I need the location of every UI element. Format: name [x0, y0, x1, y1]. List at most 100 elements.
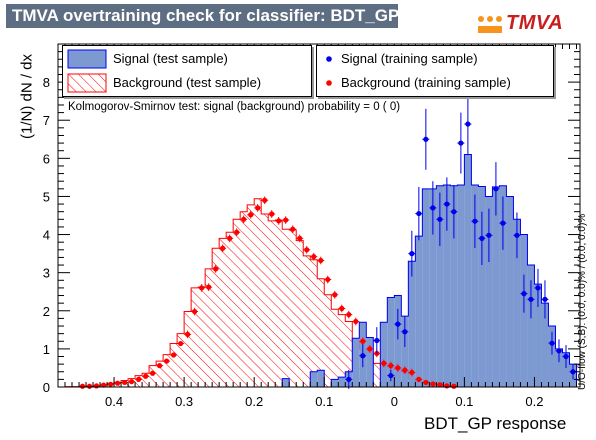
signal-test-bin-30: [506, 196, 514, 387]
signal-test-bin-23: [457, 185, 465, 387]
legend-marker-background-training: [326, 80, 332, 86]
signal-training-point-0: [345, 369, 353, 389]
signal-test-bin-27: [485, 196, 493, 387]
signal-training-point-13: [457, 112, 465, 174]
logo-text: TMVA: [506, 12, 564, 34]
background-training-point-33: [310, 252, 318, 261]
background-test-bin-19: [198, 287, 206, 387]
signal-training-point-21: [520, 274, 528, 313]
background-test-bin-18: [191, 287, 199, 387]
signal-test-bin-29: [499, 185, 507, 387]
background-training-point-4: [107, 381, 115, 387]
signal-training-point-14: [464, 93, 472, 155]
background-training-point-28: [275, 217, 283, 225]
signal-training-point-4: [394, 308, 402, 340]
signal-test-bin-3: [317, 370, 325, 387]
background-training-point-5: [114, 380, 122, 386]
background-training-point-53: [450, 383, 458, 389]
legend-label-background-test: Background (test sample): [113, 75, 262, 90]
signal-training-point-12: [450, 185, 458, 239]
signal-test-bin-5: [331, 379, 339, 387]
signal-test-bin-19: [429, 188, 437, 387]
x-tick-label: 0: [391, 394, 398, 409]
background-training-point-1: [86, 383, 94, 389]
signal-test-bin-24: [464, 154, 472, 387]
signal-test-bin-17: [415, 236, 423, 387]
signal-training-point-16: [478, 211, 486, 266]
background-training-point-18: [205, 283, 213, 291]
background-training-point-10: [149, 370, 157, 376]
signal-test-bin-15: [401, 316, 409, 387]
legend-label-signal-test: Signal (test sample): [113, 51, 228, 66]
signal-training-point-5: [401, 316, 409, 347]
signal-test-bin-2: [310, 371, 318, 387]
signal-training-point-26: [555, 339, 563, 363]
signal-training-point-9: [429, 181, 437, 235]
x-tick-label: 0.1: [315, 394, 333, 409]
background-training-point-35: [324, 275, 332, 284]
background-test-bin-25: [240, 211, 248, 387]
y-tick-label: 4: [43, 228, 50, 243]
background-test-bin-26: [247, 204, 255, 387]
background-training-point-17: [198, 284, 206, 292]
signal-training-point-1: [359, 344, 367, 368]
signal-training-point-7: [415, 186, 423, 241]
signal-test-bin-18: [422, 188, 430, 387]
y-tick-label: 1: [43, 342, 50, 357]
background-test-bin-39: [338, 314, 346, 387]
signal-test-bin-12: [380, 322, 388, 387]
signal-test-bin-28: [492, 186, 500, 387]
background-test-bin-14: [163, 354, 171, 387]
background-training-point-16: [191, 307, 199, 316]
legend-swatch-signal-test: [67, 49, 107, 69]
signal-training-point-25: [548, 331, 556, 355]
background-training-point-34: [317, 256, 325, 265]
background-training-point-38: [345, 310, 353, 319]
background-training-point-3: [100, 382, 108, 388]
background-training-point-23: [240, 215, 248, 224]
background-test-bin-31: [282, 229, 290, 387]
signal-test-bin-8: [352, 338, 360, 387]
y-tick-label: 3: [43, 266, 50, 281]
signal-training-point-22: [527, 280, 535, 319]
background-training-point-44: [387, 361, 395, 370]
signal-training-point-2: [373, 327, 381, 354]
signal-test-bin-16: [408, 261, 416, 387]
background-test-bin-23: [226, 232, 234, 387]
background-training-point-11: [156, 363, 164, 369]
background-training-point-14: [177, 340, 185, 347]
legend-swatch-background-test: [67, 73, 107, 93]
signal-test-bin-22: [450, 185, 458, 387]
signal-training-point-27: [562, 345, 570, 368]
signal-training-point-15: [471, 194, 479, 248]
background-training-point-20: [219, 244, 227, 253]
background-test-bin-13: [156, 361, 164, 387]
background-training-point-41: [366, 345, 374, 353]
legend-training: Signal (training sample) Background (tra…: [316, 45, 554, 97]
background-training-point-22: [233, 228, 241, 237]
signal-training-point-23: [534, 268, 542, 307]
y-tick-label: 7: [43, 113, 50, 128]
overflow-note: U/O-flow (S,B): (0.0, 0.0)% / (0.0, 0.0)…: [577, 213, 588, 390]
legend-label-background-training: Background (training sample): [341, 75, 511, 90]
background-test-bin-11: [142, 373, 150, 387]
signal-test-bin-38: [562, 352, 570, 387]
signal-training-point-19: [499, 196, 507, 250]
background-training-point-48: [415, 376, 423, 382]
background-test-bin-32: [289, 229, 297, 387]
signal-test-bin-14: [394, 295, 402, 387]
background-training-point-45: [394, 364, 402, 372]
background-training-point-26: [261, 196, 269, 205]
background-test-bin-35: [310, 259, 318, 387]
signal-test-bin-35: [541, 303, 549, 387]
legend-marker-signal-training: [326, 56, 332, 62]
legend-test: Signal (test sample) Background (test sa…: [62, 45, 312, 97]
x-axis-title: BDT_GP response: [424, 414, 567, 433]
logo-dots-icon: [478, 16, 502, 33]
background-training-point-36: [331, 290, 339, 299]
signal-test-bin-10: [366, 337, 374, 387]
background-test-bin-27: [254, 198, 262, 387]
signal-training-point-24: [541, 280, 549, 319]
background-training-point-47: [408, 368, 416, 377]
